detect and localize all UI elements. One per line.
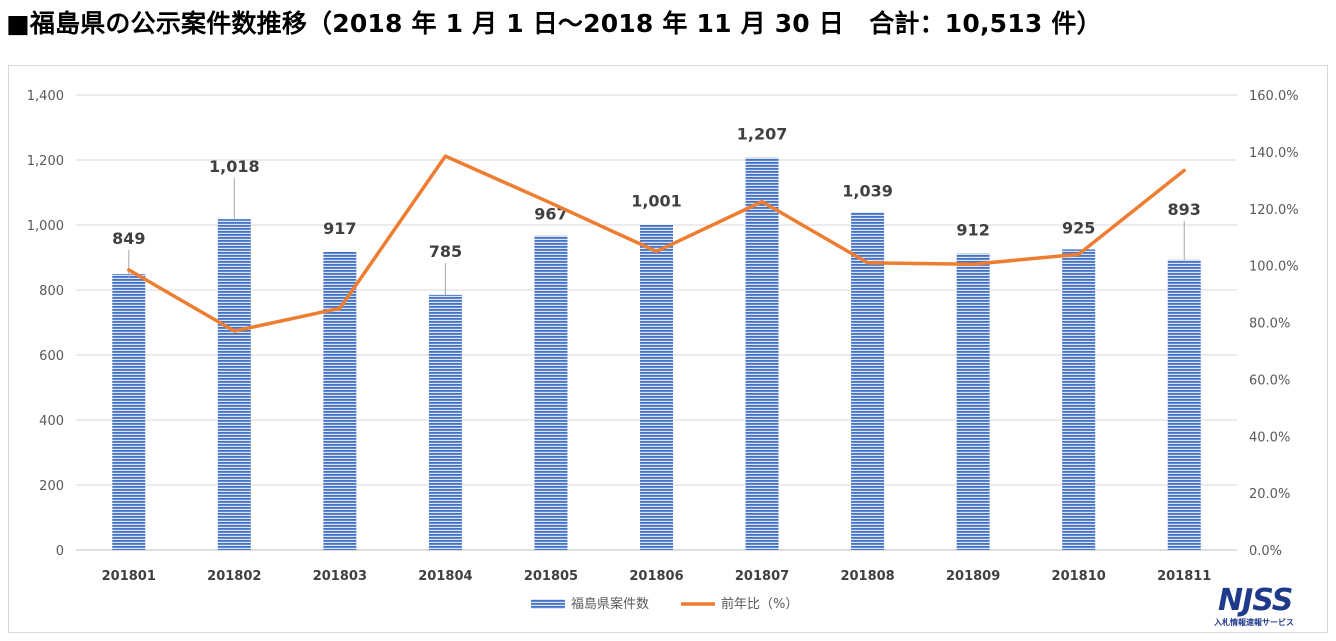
legend-label-line: 前年比（%） — [721, 596, 798, 612]
bar-data-label: 912 — [956, 221, 989, 240]
bar-data-label: 893 — [1168, 200, 1201, 219]
bar — [1062, 249, 1096, 550]
x-tick-label: 201807 — [735, 569, 789, 584]
y-right-tick-label: 60.0% — [1249, 373, 1290, 388]
bar-data-label: 917 — [323, 219, 356, 238]
combo-chart: 0 200 400 600 800 1,000 1,200 1,400 0.0% 20.0% 40.… — [27, 89, 1299, 612]
bar-data-label: 849 — [112, 229, 145, 248]
bar — [217, 219, 251, 550]
bar-data-label: 785 — [429, 242, 462, 261]
bar-data-label: 1,039 — [842, 181, 893, 200]
bar — [1167, 259, 1201, 550]
y-right-tick-label: 20.0% — [1249, 487, 1290, 502]
y-left-tick-label: 0 — [56, 544, 64, 559]
y-right-tick-label: 80.0% — [1249, 317, 1290, 332]
y-right-tick-label: 120.0% — [1249, 203, 1299, 218]
x-tick-label: 201810 — [1052, 569, 1106, 584]
y-right-tick-label: 160.0% — [1249, 89, 1299, 104]
logo-mark: NJSS — [1218, 583, 1293, 618]
y-left-tick-label: 800 — [39, 284, 64, 299]
legend-label-bar: 福島県案件数 — [571, 597, 649, 612]
bar — [428, 294, 462, 550]
x-tick-label: 201804 — [418, 569, 472, 584]
x-tick-label: 201809 — [946, 569, 1000, 584]
y-left-tick-label: 1,400 — [27, 89, 64, 104]
y-left-tick-label: 1,200 — [27, 154, 64, 169]
y-left-tick-label: 200 — [39, 479, 64, 494]
x-tick-label: 201808 — [840, 569, 894, 584]
page-title: ■福島県の公示案件数推移（2018 年 1 月 1 日～2018 年 11 月 … — [6, 9, 1102, 38]
bar — [956, 253, 990, 550]
bar — [745, 157, 779, 550]
legend-swatch-bar — [531, 599, 565, 609]
bar — [112, 274, 146, 550]
x-tick-label: 201811 — [1157, 569, 1211, 584]
bar-data-label: 1,207 — [737, 125, 788, 144]
bar-data-label: 925 — [1062, 218, 1095, 237]
y-right-tick-label: 140.0% — [1249, 146, 1299, 161]
y-right-tick-label: 100.0% — [1249, 260, 1299, 275]
y-right-tick-label: 40.0% — [1249, 430, 1290, 445]
x-tick-label: 201802 — [207, 569, 261, 584]
y-left-tick-label: 1,000 — [27, 219, 64, 234]
njss-logo: NJSS 入札情報速報サービス — [1210, 585, 1320, 633]
y-left-tick-label: 400 — [39, 414, 64, 429]
bar — [534, 235, 568, 550]
x-tick-label: 201801 — [102, 569, 156, 584]
x-tick-label: 201806 — [629, 569, 683, 584]
x-tick-label: 201805 — [524, 569, 578, 584]
bar-data-label: 1,018 — [209, 157, 260, 176]
chart-area: 0 200 400 600 800 1,000 1,200 1,400 0.0% 20.0% 40.… — [8, 65, 1328, 633]
bar — [640, 224, 673, 551]
logo-subtitle: 入札情報速報サービス — [1214, 618, 1294, 627]
y-right-tick-label: 0.0% — [1249, 544, 1282, 559]
bar — [323, 251, 357, 550]
bar-data-label: 1,001 — [631, 192, 682, 211]
y-left-tick-label: 600 — [39, 349, 64, 364]
x-tick-label: 201803 — [313, 569, 367, 584]
bar-data-label: 967 — [534, 205, 567, 224]
bar — [851, 212, 885, 550]
